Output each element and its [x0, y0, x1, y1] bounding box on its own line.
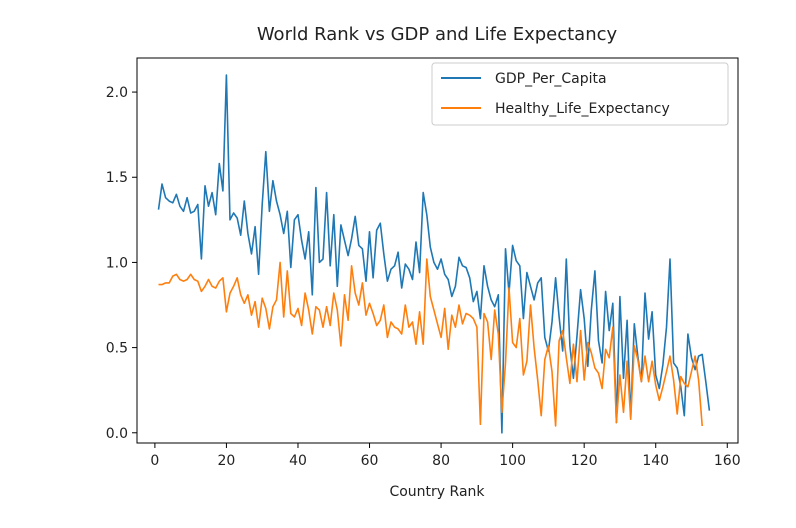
plot-frame	[136, 57, 739, 444]
y-axis: 0.0 0.5 1.0 1.5 2.0	[106, 85, 137, 442]
x-tick-label: 20	[218, 453, 236, 469]
series-layer	[157, 74, 711, 434]
legend-label-life-expectancy: Healthy_Life_Expectancy	[495, 101, 670, 117]
y-tick-label: 0.5	[106, 341, 128, 357]
y-tick-label: 0.0	[106, 426, 128, 442]
y-tick-label: 1.0	[106, 255, 128, 271]
x-tick-label: 140	[642, 453, 669, 469]
x-tick-label: 100	[499, 453, 526, 469]
x-tick-label: 60	[361, 453, 379, 469]
y-tick-label: 2.0	[106, 85, 128, 101]
legend-label-gdp: GDP_Per_Capita	[495, 71, 607, 87]
x-tick-label: 0	[150, 453, 159, 469]
x-tick-label: 40	[289, 453, 307, 469]
x-axis-label: Country Rank	[389, 484, 485, 500]
x-tick-label: 80	[432, 453, 450, 469]
series-line-healthy-life-expectancy	[158, 258, 703, 427]
chart-title: World Rank vs GDP and Life Expectancy	[257, 24, 618, 45]
y-tick-label: 1.5	[106, 170, 128, 186]
x-axis: 0 20 40 60 80 100 120 140 160	[150, 443, 741, 469]
series-line-gdp-per-capita	[157, 74, 711, 434]
legend-box	[431, 62, 729, 126]
legend: GDP_Per_Capita Healthy_Life_Expectancy	[431, 62, 729, 126]
x-tick-label: 160	[714, 453, 741, 469]
plot-area	[136, 57, 739, 444]
x-tick-label: 120	[571, 453, 598, 469]
